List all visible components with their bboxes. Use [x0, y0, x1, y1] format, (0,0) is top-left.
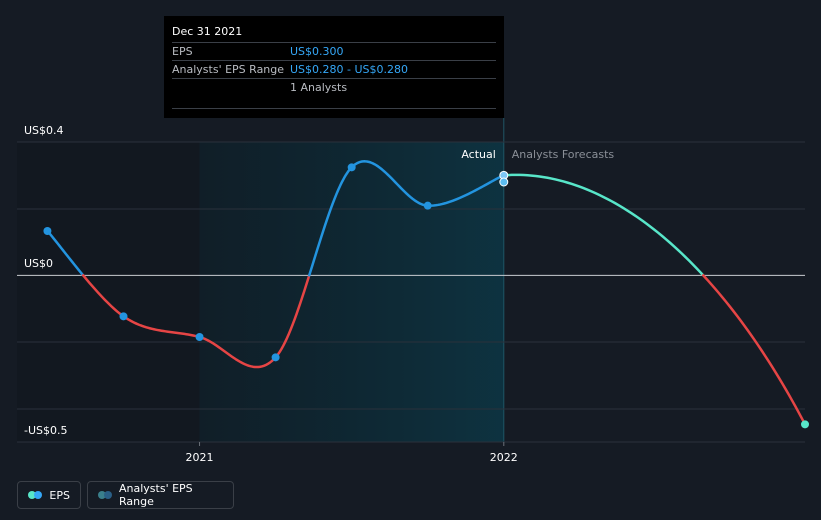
eps-line — [307, 160, 506, 277]
eps-tooltip: Dec 31 2021 EPS US$0.300 Analysts' EPS R… — [164, 16, 504, 118]
eps-point — [347, 163, 356, 172]
forecast-label: Analysts Forecasts — [512, 148, 615, 161]
eps-point — [195, 333, 204, 341]
y-tick-label: -US$0.5 — [24, 424, 68, 437]
legend-eps-label: EPS — [49, 488, 70, 502]
tooltip-range-value: US$0.280 - US$0.280 — [290, 63, 409, 76]
legend-analysts-range[interactable]: Analysts' EPS Range — [87, 481, 234, 509]
tooltip-eps-row: EPS US$0.300 — [172, 43, 496, 61]
tooltip-range-row: Analysts' EPS Range US$0.280 - US$0.280 — [172, 61, 496, 79]
legend-range-swatch-icon — [98, 491, 112, 499]
tooltip-eps-value: US$0.300 — [290, 45, 344, 58]
eps-point — [119, 312, 128, 321]
eps-point — [271, 353, 280, 362]
y-tick-label: US$0 — [24, 257, 53, 270]
y-tick-label: US$0.4 — [24, 124, 64, 137]
eps-point — [423, 201, 432, 210]
tooltip-range-label: Analysts' EPS Range — [172, 63, 285, 76]
x-tick-label: 2021 — [186, 451, 214, 464]
tooltip-divider — [172, 108, 496, 109]
legend-eps-swatch-icon — [28, 491, 42, 499]
eps-line — [46, 229, 85, 277]
forecast-line — [701, 274, 807, 426]
forecast-point — [801, 420, 809, 429]
eps-point — [43, 227, 52, 235]
tooltip-analysts-row: 1 Analysts — [172, 79, 496, 97]
range-point — [499, 177, 509, 187]
tooltip-eps-label: EPS — [172, 45, 193, 58]
actual-label: Actual — [461, 148, 495, 161]
x-tick-label: 2022 — [490, 451, 518, 464]
tooltip-date: Dec 31 2021 — [172, 24, 496, 43]
highlight-region — [199, 142, 504, 442]
forecast-line — [502, 173, 705, 277]
legend-eps[interactable]: EPS — [17, 481, 81, 509]
legend-range-label: Analysts' EPS Range — [119, 482, 193, 508]
tooltip-analysts-count: 1 Analysts — [290, 81, 348, 94]
